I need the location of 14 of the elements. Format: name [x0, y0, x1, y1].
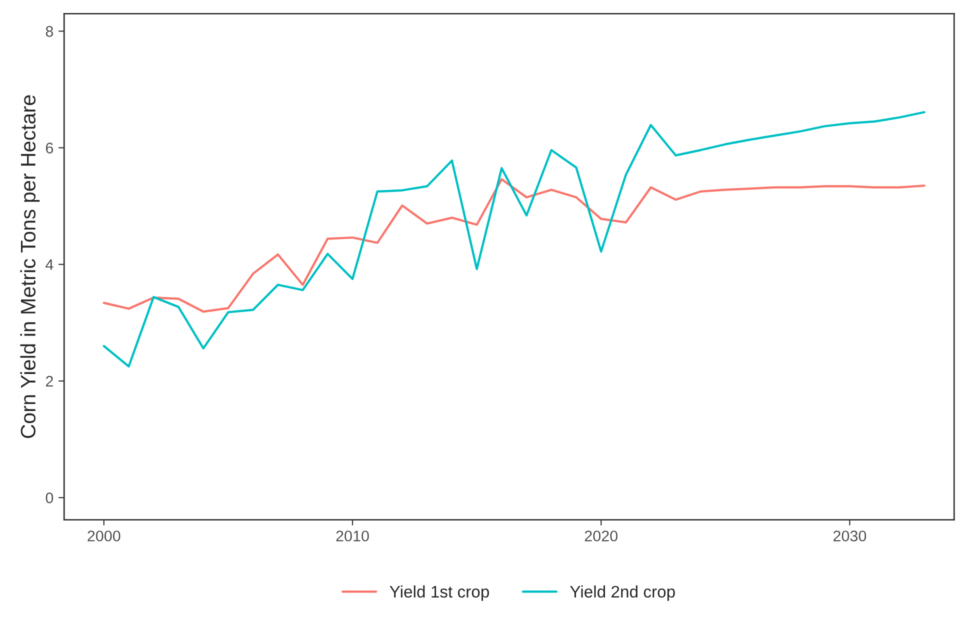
x-tick-label: 2000: [88, 530, 120, 542]
y-tick-label: 4: [46, 259, 54, 270]
line-series: [102, 178, 926, 313]
y-tick-label: 0: [46, 492, 54, 504]
x-tick-label: 2030: [833, 530, 866, 542]
y-tick-label: 8: [46, 26, 54, 37]
legend-label: Yield 1st crop: [390, 585, 489, 601]
line-series: [102, 111, 926, 368]
y-axis-title: Corn Yield in Metric Tons per Hectare: [20, 95, 40, 438]
x-tick-label: 2010: [336, 530, 369, 542]
y-tick-label: 6: [46, 142, 54, 154]
legend-label: Yield 2nd crop: [570, 585, 675, 601]
y-tick-label: 2: [46, 376, 53, 387]
x-tick-label: 2020: [584, 530, 618, 542]
